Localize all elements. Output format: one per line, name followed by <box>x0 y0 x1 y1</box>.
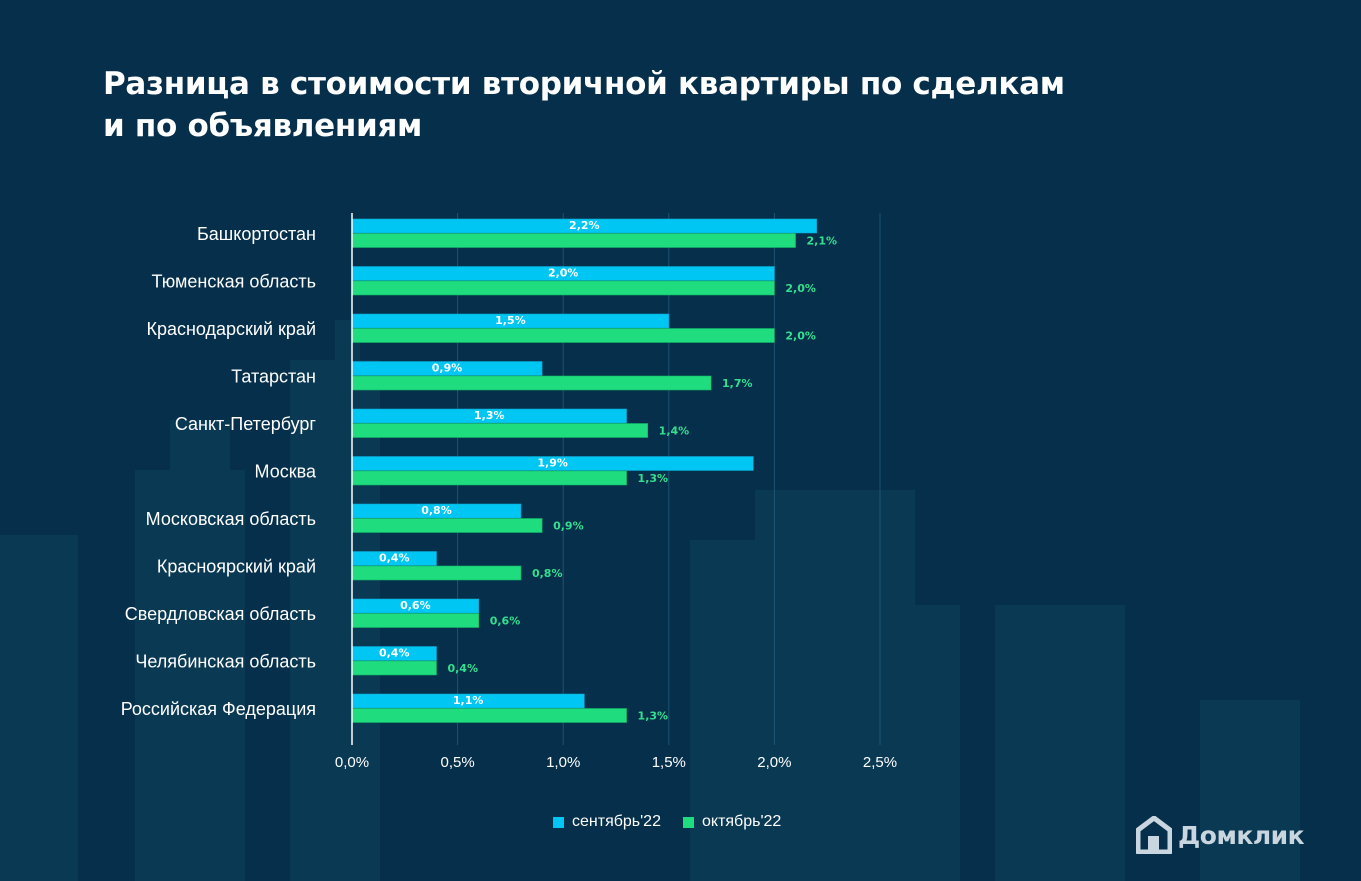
x-tick-label: 1,0% <box>546 754 580 771</box>
data-label-september: 0,8% <box>421 504 452 517</box>
bar-october <box>351 375 712 391</box>
data-label-september: 1,5% <box>495 314 526 327</box>
data-label-october: 1,3% <box>638 710 669 723</box>
bar-october <box>351 518 543 533</box>
city-skyline-background <box>0 320 1300 881</box>
data-label-september: 0,9% <box>432 362 463 375</box>
category-label: Челябинская область <box>135 652 316 672</box>
category-label: Тюменская область <box>151 272 316 292</box>
data-label-september: 0,4% <box>379 647 410 660</box>
chart-title: Разница в стоимости вторичной квартиры п… <box>103 63 1253 147</box>
x-tick-label: 2,5% <box>863 754 897 771</box>
category-label: Башкортостан <box>197 224 316 244</box>
bar-october <box>351 660 437 676</box>
data-label-september: 2,2% <box>569 219 600 232</box>
category-label: Красноярский край <box>157 557 316 577</box>
data-label-october: 0,4% <box>447 662 478 675</box>
legend-label-october: октябрь'22 <box>701 813 782 830</box>
bar-october <box>351 423 648 438</box>
bars: 2,2% 2,1% 2,0% 2,0% 1,5% 2,0% 0,9% 1,7% 1,3% 1,4%… <box>351 218 838 723</box>
category-label: Санкт-Петербург <box>175 414 317 434</box>
bar-october <box>351 280 775 296</box>
x-tick-label: 0,5% <box>440 754 474 771</box>
data-label-september: 0,4% <box>379 552 410 565</box>
legend: сентябрь'22 октябрь'22 <box>553 813 781 831</box>
bar-october <box>351 708 627 723</box>
category-label: Татарстан <box>231 367 316 387</box>
bar-october <box>351 613 480 628</box>
data-label-september: 2,0% <box>548 267 579 280</box>
bar-october <box>351 233 796 248</box>
data-label-october: 0,6% <box>490 615 521 628</box>
category-label: Москва <box>255 462 317 482</box>
category-label: Свердловская область <box>125 604 316 624</box>
data-label-october: 2,0% <box>785 282 816 295</box>
legend-item-september: сентябрь'22 <box>553 813 661 831</box>
category-label: Российская Федерация <box>121 699 316 719</box>
bar-october <box>351 565 522 581</box>
bar-october <box>351 470 627 486</box>
brand-logo: Домклик <box>1136 816 1305 854</box>
category-label: Московская область <box>146 509 316 529</box>
data-label-september: 1,1% <box>453 694 484 707</box>
data-label-october: 1,4% <box>659 425 690 438</box>
bar-october <box>351 328 775 343</box>
data-label-september: 0,6% <box>400 599 431 612</box>
data-label-october: 1,3% <box>638 472 669 485</box>
title-line-1: Разница в стоимости вторичной квартиры п… <box>103 66 1065 102</box>
data-label-october: 1,7% <box>722 377 753 390</box>
legend-label-september: сентябрь'22 <box>572 813 661 830</box>
data-label-september: 1,9% <box>537 457 568 470</box>
legend-item-october: октябрь'22 <box>682 813 782 831</box>
data-label-october: 0,9% <box>553 520 584 533</box>
x-tick-label: 2,0% <box>757 754 791 771</box>
data-label-october: 0,8% <box>532 567 563 580</box>
brand-name: Домклик <box>1178 820 1305 850</box>
x-tick-label: 0,0% <box>335 754 369 771</box>
category-labels: Башкортостан Тюменская область Краснодарск… <box>121 224 317 719</box>
data-label-october: 2,0% <box>785 330 816 343</box>
legend-swatch-october <box>682 816 694 828</box>
x-axis: 0,0% 0,5% 1,0% 1,5% 2,0% 2,5% <box>335 213 897 771</box>
data-label-october: 2,1% <box>807 235 838 248</box>
title-line-2: и по объявлениям <box>103 108 423 144</box>
house-logo-icon <box>1136 816 1172 854</box>
x-tick-label: 1,5% <box>652 754 686 771</box>
data-label-september: 1,3% <box>474 409 505 422</box>
category-label: Краснодарский край <box>146 319 316 339</box>
legend-swatch-september <box>553 816 564 828</box>
